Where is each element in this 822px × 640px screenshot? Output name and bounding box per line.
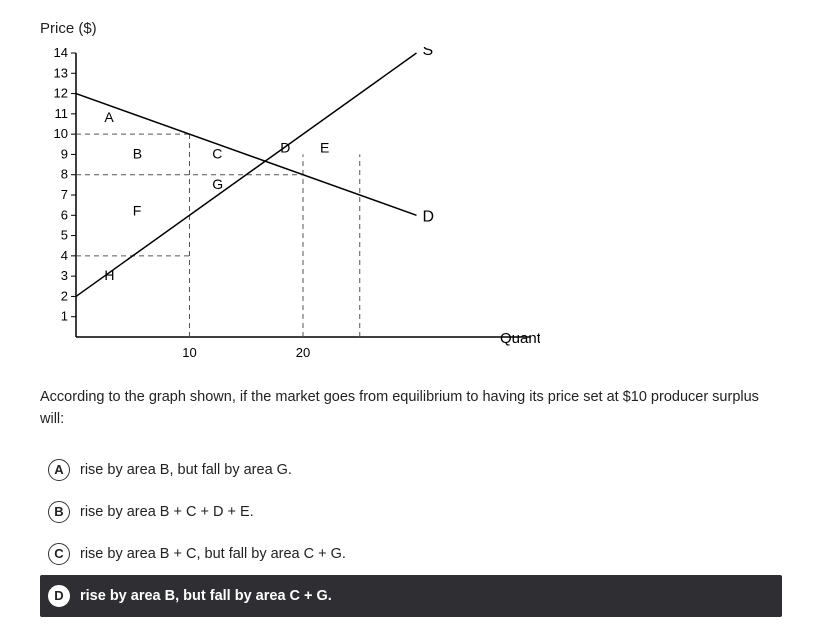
answer-options: Arise by area B, but fall by area G.Bris… bbox=[40, 449, 782, 617]
chart: 12345678910111213141020SDABCDEGFHQuantit… bbox=[40, 47, 540, 367]
region-label: C bbox=[212, 145, 222, 161]
y-tick-label: 4 bbox=[61, 248, 68, 263]
y-tick-label: 9 bbox=[61, 146, 68, 161]
y-tick-label: 6 bbox=[61, 207, 68, 222]
x-tick-label: 10 bbox=[182, 345, 196, 360]
y-axis-label: Price ($) bbox=[40, 20, 782, 37]
option-key-badge: C bbox=[48, 543, 70, 565]
y-tick-label: 11 bbox=[55, 106, 69, 121]
y-tick-label: 14 bbox=[54, 47, 68, 60]
answer-option-a[interactable]: Arise by area B, but fall by area G. bbox=[40, 449, 782, 491]
y-tick-label: 2 bbox=[61, 288, 68, 303]
question-text: According to the graph shown, if the mar… bbox=[40, 387, 782, 431]
region-label: H bbox=[104, 267, 114, 283]
y-tick-label: 10 bbox=[54, 126, 68, 141]
demand-label: D bbox=[423, 208, 435, 225]
x-axis-label: Quantity bbox=[500, 330, 540, 347]
region-label: F bbox=[133, 202, 142, 218]
option-text: rise by area B + C, but fall by area C +… bbox=[80, 546, 346, 562]
region-label: E bbox=[320, 139, 329, 155]
y-tick-label: 12 bbox=[54, 86, 68, 101]
option-key-badge: D bbox=[48, 585, 70, 607]
y-tick-label: 5 bbox=[61, 228, 68, 243]
y-tick-label: 7 bbox=[61, 187, 68, 202]
option-key-badge: B bbox=[48, 501, 70, 523]
y-tick-label: 1 bbox=[61, 309, 68, 324]
answer-option-d[interactable]: Drise by area B, but fall by area C + G. bbox=[40, 575, 782, 617]
x-tick-label: 20 bbox=[296, 345, 310, 360]
option-text: rise by area B, but fall by area G. bbox=[80, 462, 292, 478]
answer-option-c[interactable]: Crise by area B + C, but fall by area C … bbox=[40, 533, 782, 575]
region-label: A bbox=[104, 109, 114, 125]
option-key-badge: A bbox=[48, 459, 70, 481]
supply-label: S bbox=[423, 47, 434, 59]
option-text: rise by area B, but fall by area C + G. bbox=[80, 588, 332, 604]
region-label: D bbox=[280, 139, 290, 155]
y-tick-label: 13 bbox=[54, 65, 68, 80]
y-tick-label: 3 bbox=[61, 268, 68, 283]
y-tick-label: 8 bbox=[61, 167, 68, 182]
region-label: G bbox=[212, 176, 223, 192]
region-label: B bbox=[133, 145, 142, 161]
option-text: rise by area B + C + D + E. bbox=[80, 504, 254, 520]
answer-option-b[interactable]: Brise by area B + C + D + E. bbox=[40, 491, 782, 533]
